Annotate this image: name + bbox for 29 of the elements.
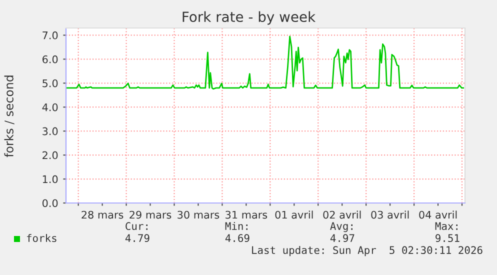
y-tick-label: 6.0 (42, 55, 58, 64)
y-tick-label: 7.0 (42, 31, 58, 40)
y-tick-label: 1.0 (42, 175, 58, 184)
x-tick-label: 02 avril (323, 210, 361, 219)
x-tick-label: 31 mars (226, 210, 268, 219)
text: 4.69 (225, 234, 250, 242)
y-tick-label: 5.0 (42, 79, 58, 88)
y-tick-label: 2.0 (42, 151, 58, 160)
chart-title: Fork rate - by week (182, 11, 316, 25)
text: Cur: (126, 222, 148, 230)
y-tick-label: 4.0 (42, 103, 58, 112)
text: 4.79 (125, 234, 150, 242)
x-tick-label: 28 mars (82, 210, 124, 219)
y-tick-label: 0.0 (42, 199, 58, 208)
x-tick-label: 30 mars (178, 210, 220, 219)
text: Last update: Sun Apr 5 02:30:11 2026 (252, 246, 482, 256)
line-series (66, 36, 464, 90)
text: Max: (435, 222, 458, 230)
x-tick-label: 29 mars (130, 210, 172, 219)
y-axis-title: forks / second (4, 76, 14, 158)
text: 9.51 (436, 234, 460, 242)
text: Avg: (330, 222, 352, 232)
text: 4.97 (330, 234, 354, 242)
legend-label: forks (26, 234, 56, 242)
text: Min: (225, 222, 248, 230)
x-tick-label: 03 avril (371, 210, 409, 219)
x-tick-label: 04 avril (419, 210, 457, 219)
y-tick-label: 3.0 (42, 127, 58, 136)
x-tick-label: 01 avril (275, 210, 313, 219)
